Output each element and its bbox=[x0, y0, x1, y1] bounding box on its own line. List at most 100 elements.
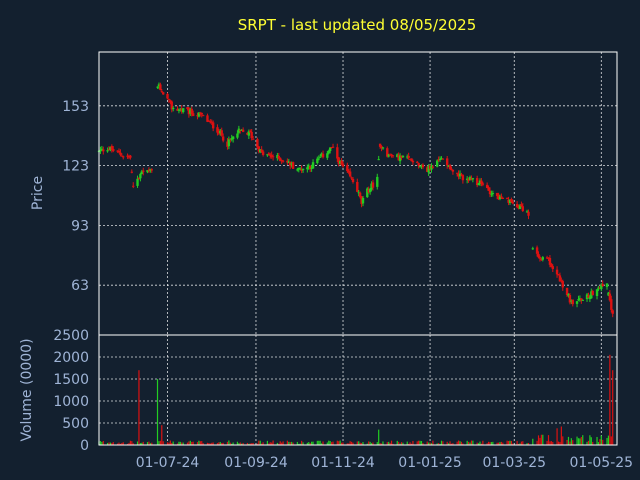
candle-body bbox=[591, 290, 594, 296]
candle-body bbox=[410, 158, 413, 162]
candle-body bbox=[550, 263, 553, 268]
candle-body bbox=[170, 101, 173, 110]
candle-body bbox=[270, 154, 273, 158]
candle-body bbox=[490, 193, 493, 195]
candle-body bbox=[186, 107, 189, 109]
candle-body bbox=[310, 167, 313, 169]
x-tick-label: 01-01-25 bbox=[398, 455, 462, 471]
candle-body bbox=[217, 132, 221, 134]
x-tick-label: 01-11-24 bbox=[311, 455, 375, 471]
chart-title: SRPT - last updated 08/05/2025 bbox=[238, 16, 477, 34]
candle-body bbox=[608, 293, 612, 301]
candle-body bbox=[407, 155, 410, 158]
volume-grid bbox=[99, 335, 617, 445]
price-candles bbox=[97, 82, 614, 318]
candle-body bbox=[159, 84, 162, 91]
candle-body bbox=[221, 136, 225, 141]
candle-body bbox=[122, 156, 125, 158]
candle-body bbox=[356, 181, 359, 192]
candle-body bbox=[561, 281, 564, 288]
candle-body bbox=[307, 165, 310, 169]
candle-body bbox=[580, 298, 583, 301]
candle-body bbox=[610, 299, 613, 310]
candle-body bbox=[437, 159, 440, 161]
candle-body bbox=[167, 98, 171, 100]
candle-body bbox=[350, 177, 353, 179]
candle-body bbox=[418, 166, 422, 168]
candle-body bbox=[527, 211, 530, 216]
candle-body bbox=[296, 169, 299, 171]
volume-y-ticks: 0 500 1000 1500 2000 2500 bbox=[53, 328, 89, 454]
candle-body bbox=[378, 143, 382, 147]
candle-body bbox=[465, 178, 469, 180]
candle-body bbox=[256, 139, 259, 148]
candle-body bbox=[431, 166, 435, 168]
candle-body bbox=[481, 183, 485, 185]
candle-body bbox=[435, 160, 439, 167]
candle-body bbox=[267, 153, 271, 155]
volume-bars bbox=[98, 354, 614, 445]
candle-body bbox=[588, 297, 592, 300]
price-tick-label: 153 bbox=[62, 99, 89, 115]
candle-body bbox=[457, 173, 460, 177]
candle-body bbox=[366, 188, 369, 198]
candle-body bbox=[416, 161, 419, 163]
candle-body bbox=[306, 167, 309, 170]
candle-body bbox=[320, 153, 323, 157]
candle-body bbox=[471, 178, 475, 180]
candle-body bbox=[337, 157, 340, 165]
candle-body bbox=[189, 109, 192, 114]
candle-body bbox=[441, 158, 445, 160]
candle-body bbox=[120, 155, 124, 157]
candle-body bbox=[511, 201, 515, 204]
candle-body bbox=[269, 154, 272, 156]
candle-body bbox=[190, 108, 193, 115]
candle-body bbox=[169, 100, 172, 103]
candle-body bbox=[300, 168, 303, 172]
candle-body bbox=[176, 108, 179, 111]
candle-body bbox=[127, 156, 131, 158]
candle-body bbox=[488, 190, 492, 195]
candle-body bbox=[210, 121, 213, 123]
candle-body bbox=[578, 298, 582, 300]
candle-body bbox=[570, 300, 573, 302]
candle-body bbox=[581, 299, 584, 301]
candle-body bbox=[130, 171, 134, 173]
candle-body bbox=[427, 166, 430, 173]
candle-body bbox=[271, 156, 275, 158]
candle-body bbox=[99, 149, 102, 152]
candle-body bbox=[126, 155, 129, 157]
candle-body bbox=[497, 194, 500, 200]
candle-body bbox=[565, 287, 569, 296]
candle-body bbox=[387, 154, 390, 157]
candle-body bbox=[601, 283, 604, 287]
candle-body bbox=[291, 162, 295, 169]
candle-body bbox=[547, 257, 550, 259]
candle-body bbox=[460, 174, 463, 176]
candle-body bbox=[521, 206, 525, 211]
candle-body bbox=[361, 198, 365, 204]
candle-body bbox=[450, 168, 453, 170]
candle-body bbox=[400, 155, 403, 158]
x-ticks: 01-07-24 01-09-24 01-11-24 01-01-25 01-03-25… bbox=[136, 455, 633, 471]
volume-tick-label: 1000 bbox=[53, 394, 89, 410]
candle-body bbox=[132, 185, 135, 187]
price-tick-label: 123 bbox=[62, 159, 89, 175]
candle-body bbox=[371, 182, 375, 188]
candle-body bbox=[585, 294, 589, 300]
candle-body bbox=[102, 149, 105, 152]
candle-body bbox=[368, 188, 372, 193]
candle-body bbox=[211, 122, 215, 129]
candle-body bbox=[286, 160, 289, 163]
candle-body bbox=[595, 289, 599, 296]
candle-body bbox=[551, 266, 554, 270]
price-tick-label: 63 bbox=[71, 278, 89, 294]
candle-body bbox=[531, 248, 535, 250]
candle-body bbox=[575, 301, 579, 304]
candle-body bbox=[200, 112, 203, 115]
candle-body bbox=[261, 151, 265, 155]
candle-body bbox=[149, 169, 152, 171]
candle-body bbox=[160, 91, 163, 93]
volume-tick-label: 1500 bbox=[53, 372, 89, 388]
candle-body bbox=[406, 156, 409, 158]
